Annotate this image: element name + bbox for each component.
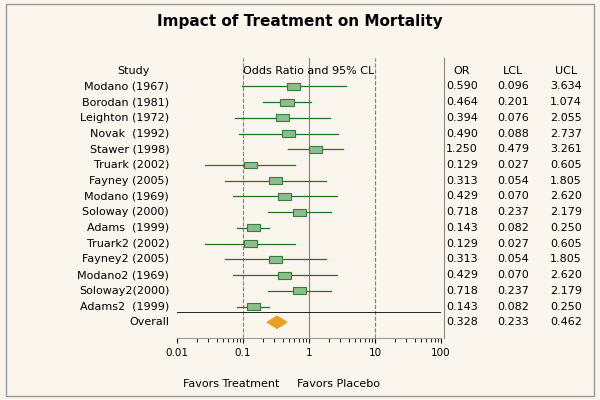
Text: 1.805: 1.805	[550, 254, 581, 264]
Text: UCL: UCL	[555, 66, 577, 76]
Bar	[309, 146, 322, 153]
Text: 0.462: 0.462	[550, 317, 582, 327]
Text: 0.096: 0.096	[497, 81, 529, 91]
Text: 0.394: 0.394	[446, 113, 478, 123]
Text: Favors Treatment: Favors Treatment	[183, 379, 279, 389]
Text: Leighton (1972): Leighton (1972)	[80, 113, 169, 123]
Text: 2.179: 2.179	[550, 286, 582, 296]
Text: OR: OR	[454, 66, 470, 76]
Text: Stawer (1998): Stawer (1998)	[89, 144, 169, 154]
Bar	[244, 162, 257, 168]
Text: 0.076: 0.076	[497, 113, 529, 123]
Text: Modano2 (1969): Modano2 (1969)	[77, 270, 169, 280]
Text: 0.070: 0.070	[497, 192, 529, 202]
Text: 0.129: 0.129	[446, 239, 478, 249]
Text: 2.737: 2.737	[550, 128, 582, 138]
Text: Adams  (1999): Adams (1999)	[87, 223, 169, 233]
Text: 0.490: 0.490	[446, 128, 478, 138]
Text: 3.261: 3.261	[550, 144, 581, 154]
Text: Adams2  (1999): Adams2 (1999)	[80, 302, 169, 312]
Bar	[247, 224, 260, 231]
Text: 0.250: 0.250	[550, 302, 581, 312]
Text: Odds Ratio and 95% CL: Odds Ratio and 95% CL	[244, 66, 374, 76]
Text: 0.088: 0.088	[497, 128, 529, 138]
Text: 3.634: 3.634	[550, 81, 581, 91]
Text: 0.070: 0.070	[497, 270, 529, 280]
Text: Novak  (1992): Novak (1992)	[90, 128, 169, 138]
Text: 0.082: 0.082	[497, 302, 529, 312]
Text: 0.328: 0.328	[446, 317, 478, 327]
Bar	[293, 209, 306, 216]
Bar	[269, 256, 283, 263]
Text: Fayney (2005): Fayney (2005)	[89, 176, 169, 186]
Text: 0.237: 0.237	[497, 207, 529, 217]
Text: 1.074: 1.074	[550, 97, 582, 107]
Text: 0.429: 0.429	[446, 270, 478, 280]
Text: Study: Study	[117, 66, 149, 76]
Text: 0.605: 0.605	[550, 239, 581, 249]
Text: 0.054: 0.054	[497, 176, 529, 186]
Bar	[287, 83, 301, 90]
Text: 0.082: 0.082	[497, 223, 529, 233]
Text: Modano (1967): Modano (1967)	[85, 81, 169, 91]
Text: Truark (2002): Truark (2002)	[94, 160, 169, 170]
Text: 0.129: 0.129	[446, 160, 478, 170]
Text: Fayney2 (2005): Fayney2 (2005)	[82, 254, 169, 264]
Text: 0.143: 0.143	[446, 223, 478, 233]
Bar	[282, 130, 295, 137]
Text: 0.313: 0.313	[446, 254, 478, 264]
Bar	[247, 303, 260, 310]
Text: 2.620: 2.620	[550, 192, 582, 202]
Bar	[278, 193, 292, 200]
Text: 0.027: 0.027	[497, 239, 529, 249]
Text: 2.620: 2.620	[550, 270, 582, 280]
Text: 1.250: 1.250	[446, 144, 478, 154]
Text: 0.233: 0.233	[497, 317, 529, 327]
Text: 0.605: 0.605	[550, 160, 581, 170]
Text: 0.250: 0.250	[550, 223, 581, 233]
Polygon shape	[267, 316, 287, 328]
Text: 0.464: 0.464	[446, 97, 478, 107]
Text: 0.479: 0.479	[497, 144, 529, 154]
Text: 0.054: 0.054	[497, 254, 529, 264]
Bar	[293, 287, 306, 294]
Text: Soloway (2000): Soloway (2000)	[82, 207, 169, 217]
Text: 0.237: 0.237	[497, 286, 529, 296]
Bar	[280, 98, 293, 106]
Text: 0.590: 0.590	[446, 81, 478, 91]
Text: 0.143: 0.143	[446, 302, 478, 312]
Text: Truark2 (2002): Truark2 (2002)	[86, 239, 169, 249]
Text: Impact of Treatment on Mortality: Impact of Treatment on Mortality	[157, 14, 443, 29]
Bar	[278, 272, 292, 278]
Bar	[276, 114, 289, 121]
Text: 0.027: 0.027	[497, 160, 529, 170]
Bar	[269, 177, 283, 184]
Text: 2.055: 2.055	[550, 113, 581, 123]
Text: 0.718: 0.718	[446, 207, 478, 217]
Text: 0.313: 0.313	[446, 176, 478, 186]
Text: LCL: LCL	[503, 66, 523, 76]
Text: 1.805: 1.805	[550, 176, 581, 186]
Text: Borodan (1981): Borodan (1981)	[82, 97, 169, 107]
Text: 0.429: 0.429	[446, 192, 478, 202]
Text: Modano (1969): Modano (1969)	[85, 192, 169, 202]
Text: Favors Placebo: Favors Placebo	[298, 379, 380, 389]
Text: 2.179: 2.179	[550, 207, 582, 217]
Text: Overall: Overall	[129, 317, 169, 327]
Bar	[244, 240, 257, 247]
Text: 0.718: 0.718	[446, 286, 478, 296]
Text: Soloway2(2000): Soloway2(2000)	[79, 286, 169, 296]
Text: 0.201: 0.201	[497, 97, 529, 107]
